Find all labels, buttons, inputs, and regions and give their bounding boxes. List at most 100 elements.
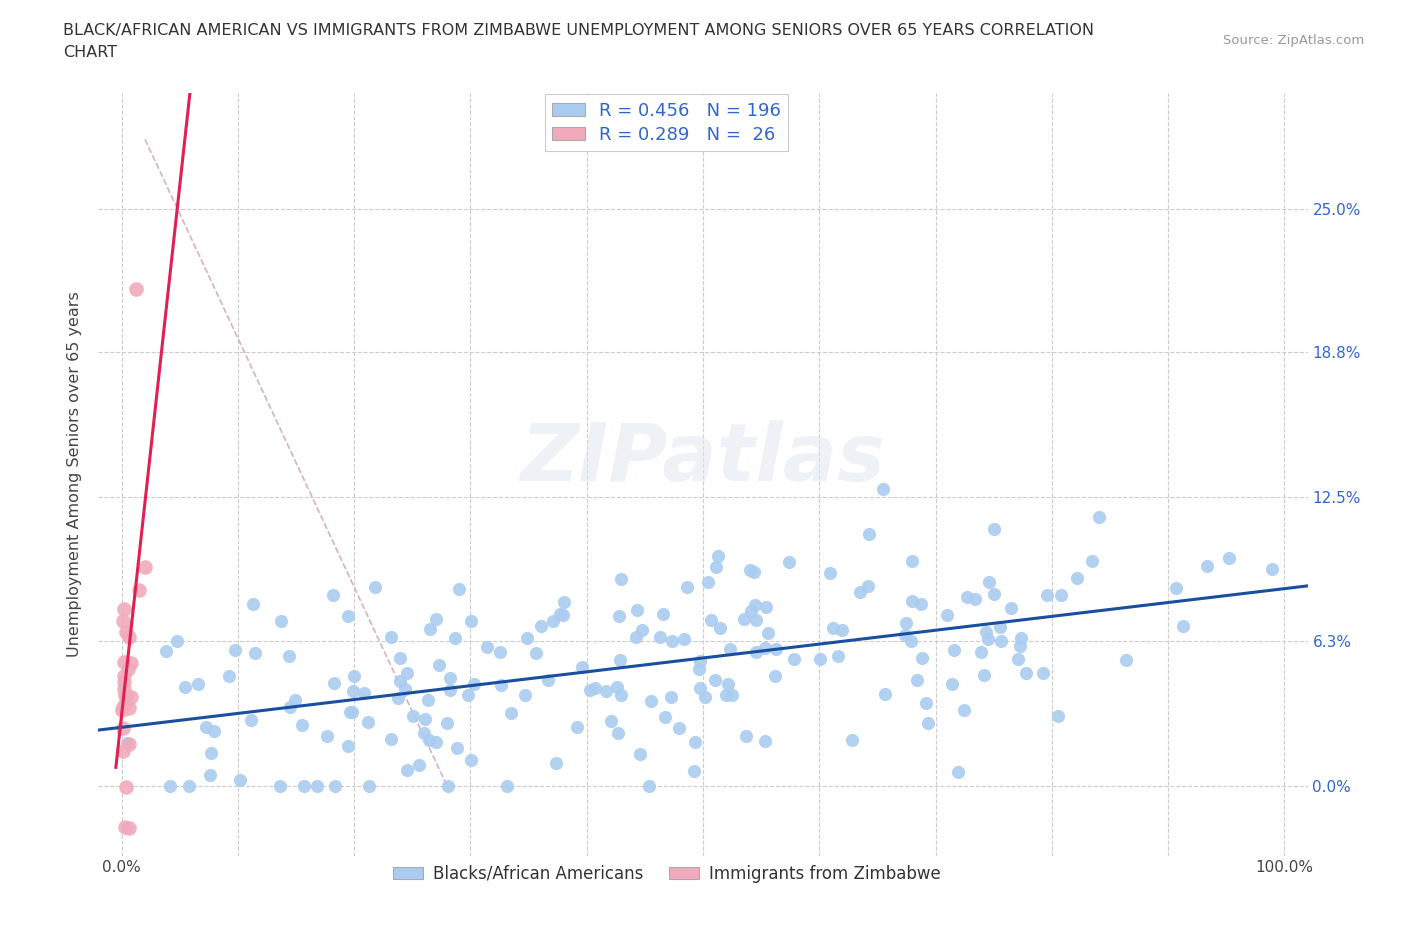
Point <box>394 682 416 697</box>
Point <box>112 668 135 683</box>
Point <box>763 669 786 684</box>
Point <box>489 644 512 659</box>
Point <box>202 724 225 738</box>
Point <box>118 700 141 715</box>
Point <box>659 690 682 705</box>
Point <box>697 574 720 589</box>
Point <box>1046 709 1069 724</box>
Point <box>689 654 711 669</box>
Point <box>707 549 730 564</box>
Point <box>408 758 430 773</box>
Point <box>654 709 676 724</box>
Point <box>278 699 301 714</box>
Point <box>1050 588 1073 603</box>
Point <box>1000 601 1022 616</box>
Point <box>970 644 993 659</box>
Point <box>841 733 863 748</box>
Point <box>718 642 741 657</box>
Point <box>111 721 134 736</box>
Point <box>901 553 924 568</box>
Point <box>537 672 560 687</box>
Point <box>595 684 617 698</box>
Point <box>872 482 894 497</box>
Point <box>166 633 188 648</box>
Point <box>963 592 986 607</box>
Point <box>1081 553 1104 568</box>
Point <box>112 654 135 669</box>
Point <box>419 621 441 636</box>
Point <box>1261 562 1284 577</box>
Point <box>631 623 654 638</box>
Point <box>446 740 468 755</box>
Point <box>682 764 704 778</box>
Point <box>983 522 1005 537</box>
Point <box>935 607 957 622</box>
Point <box>673 631 696 646</box>
Point <box>973 667 995 682</box>
Point <box>323 676 346 691</box>
Point <box>325 778 347 793</box>
Point <box>516 631 538 646</box>
Point <box>112 602 135 617</box>
Point <box>387 691 409 706</box>
Point <box>439 671 461 685</box>
Point <box>1173 618 1195 633</box>
Point <box>530 618 553 633</box>
Point <box>849 585 872 600</box>
Point <box>600 713 623 728</box>
Point <box>413 711 436 726</box>
Point <box>389 650 412 665</box>
Point <box>380 630 402 644</box>
Point <box>911 651 934 666</box>
Point <box>124 282 146 297</box>
Point <box>425 735 447 750</box>
Point <box>953 703 976 718</box>
Point <box>339 704 361 719</box>
Point <box>740 604 762 618</box>
Point <box>115 736 138 751</box>
Point <box>700 612 723 627</box>
Text: CHART: CHART <box>63 45 117 60</box>
Point <box>1036 588 1059 603</box>
Point <box>416 693 439 708</box>
Point <box>900 633 922 648</box>
Point <box>831 622 853 637</box>
Point <box>340 704 363 719</box>
Point <box>607 609 630 624</box>
Point <box>1166 580 1188 595</box>
Point <box>1066 570 1088 585</box>
Point <box>1197 559 1219 574</box>
Point <box>765 642 787 657</box>
Point <box>742 565 765 579</box>
Point <box>437 778 460 793</box>
Point <box>269 778 291 793</box>
Point <box>128 582 150 597</box>
Point <box>291 718 314 733</box>
Point <box>638 778 661 793</box>
Point <box>1115 652 1137 667</box>
Point <box>910 597 932 612</box>
Point <box>240 712 263 727</box>
Point <box>720 687 742 702</box>
Y-axis label: Unemployment Among Seniors over 65 years: Unemployment Among Seniors over 65 years <box>67 291 83 658</box>
Point <box>336 738 359 753</box>
Point <box>606 725 628 740</box>
Point <box>427 658 450 672</box>
Point <box>395 665 418 680</box>
Point <box>343 669 366 684</box>
Point <box>402 709 425 724</box>
Point <box>115 689 138 704</box>
Point <box>744 597 766 612</box>
Point <box>1032 666 1054 681</box>
Point <box>112 682 135 697</box>
Point <box>460 614 482 629</box>
Point <box>114 779 136 794</box>
Point <box>444 631 467 645</box>
Point <box>546 756 568 771</box>
Point <box>640 694 662 709</box>
Legend: Blacks/African Americans, Immigrants from Zimbabwe: Blacks/African Americans, Immigrants fro… <box>387 857 948 889</box>
Point <box>571 659 593 674</box>
Point <box>187 676 209 691</box>
Point <box>357 778 380 793</box>
Point <box>112 699 135 714</box>
